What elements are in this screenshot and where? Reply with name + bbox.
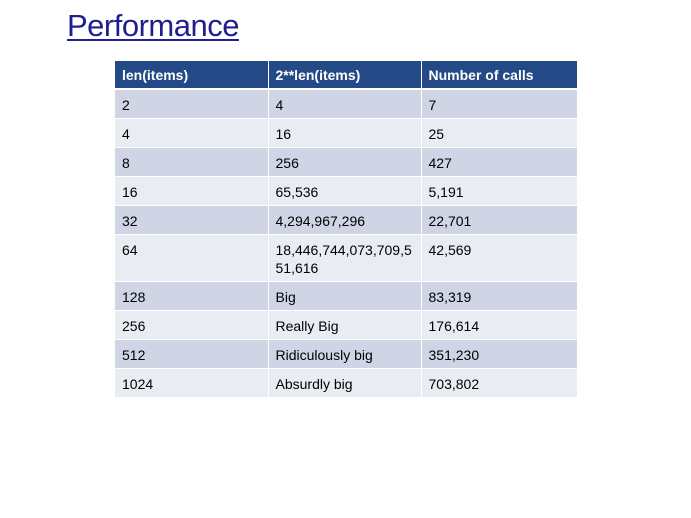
table-row: 8 256 427 <box>115 147 577 177</box>
cell-number-of-calls: 5,191 <box>421 176 577 206</box>
cell-power-set-size: Really Big <box>268 310 422 340</box>
cell-len-items: 4 <box>115 118 269 148</box>
cell-power-set-size: Ridiculously big <box>268 339 422 369</box>
cell-len-items: 2 <box>115 89 269 119</box>
table-row: 256 Really Big 176,614 <box>115 310 577 340</box>
cell-number-of-calls: 42,569 <box>421 234 577 282</box>
table-row: 128 Big 83,319 <box>115 281 577 311</box>
table-row: 64 18,446,744,073,709,551,616 42,569 <box>115 234 577 282</box>
table-row: 16 65,536 5,191 <box>115 176 577 206</box>
cell-number-of-calls: 25 <box>421 118 577 148</box>
table-row: 1024 Absurdly big 703,802 <box>115 368 577 398</box>
cell-power-set-size: 4 <box>268 89 422 119</box>
performance-table: len(items) 2**len(items) Number of calls… <box>115 61 577 398</box>
cell-len-items: 128 <box>115 281 269 311</box>
cell-len-items: 256 <box>115 310 269 340</box>
cell-power-set-size: Absurdly big <box>268 368 422 398</box>
cell-len-items: 512 <box>115 339 269 369</box>
table-row: 4 16 25 <box>115 118 577 148</box>
table-row: 32 4,294,967,296 22,701 <box>115 205 577 235</box>
header-row: len(items) 2**len(items) Number of calls <box>115 61 577 90</box>
header-power-set-size: 2**len(items) <box>268 61 422 90</box>
cell-number-of-calls: 427 <box>421 147 577 177</box>
cell-number-of-calls: 7 <box>421 89 577 119</box>
cell-power-set-size: 4,294,967,296 <box>268 205 422 235</box>
table-row: 512 Ridiculously big 351,230 <box>115 339 577 369</box>
cell-number-of-calls: 703,802 <box>421 368 577 398</box>
slide-title: Performance <box>67 8 239 43</box>
cell-power-set-size: 16 <box>268 118 422 148</box>
header-number-of-calls: Number of calls <box>421 61 577 90</box>
cell-number-of-calls: 83,319 <box>421 281 577 311</box>
cell-len-items: 64 <box>115 234 269 282</box>
cell-len-items: 1024 <box>115 368 269 398</box>
cell-len-items: 8 <box>115 147 269 177</box>
header-len-items: len(items) <box>115 61 269 90</box>
cell-power-set-size: 18,446,744,073,709,551,616 <box>268 234 422 282</box>
cell-number-of-calls: 351,230 <box>421 339 577 369</box>
cell-number-of-calls: 22,701 <box>421 205 577 235</box>
cell-power-set-size: Big <box>268 281 422 311</box>
cell-power-set-size: 65,536 <box>268 176 422 206</box>
cell-power-set-size: 256 <box>268 147 422 177</box>
cell-len-items: 16 <box>115 176 269 206</box>
table-row: 2 4 7 <box>115 89 577 119</box>
cell-number-of-calls: 176,614 <box>421 310 577 340</box>
cell-len-items: 32 <box>115 205 269 235</box>
